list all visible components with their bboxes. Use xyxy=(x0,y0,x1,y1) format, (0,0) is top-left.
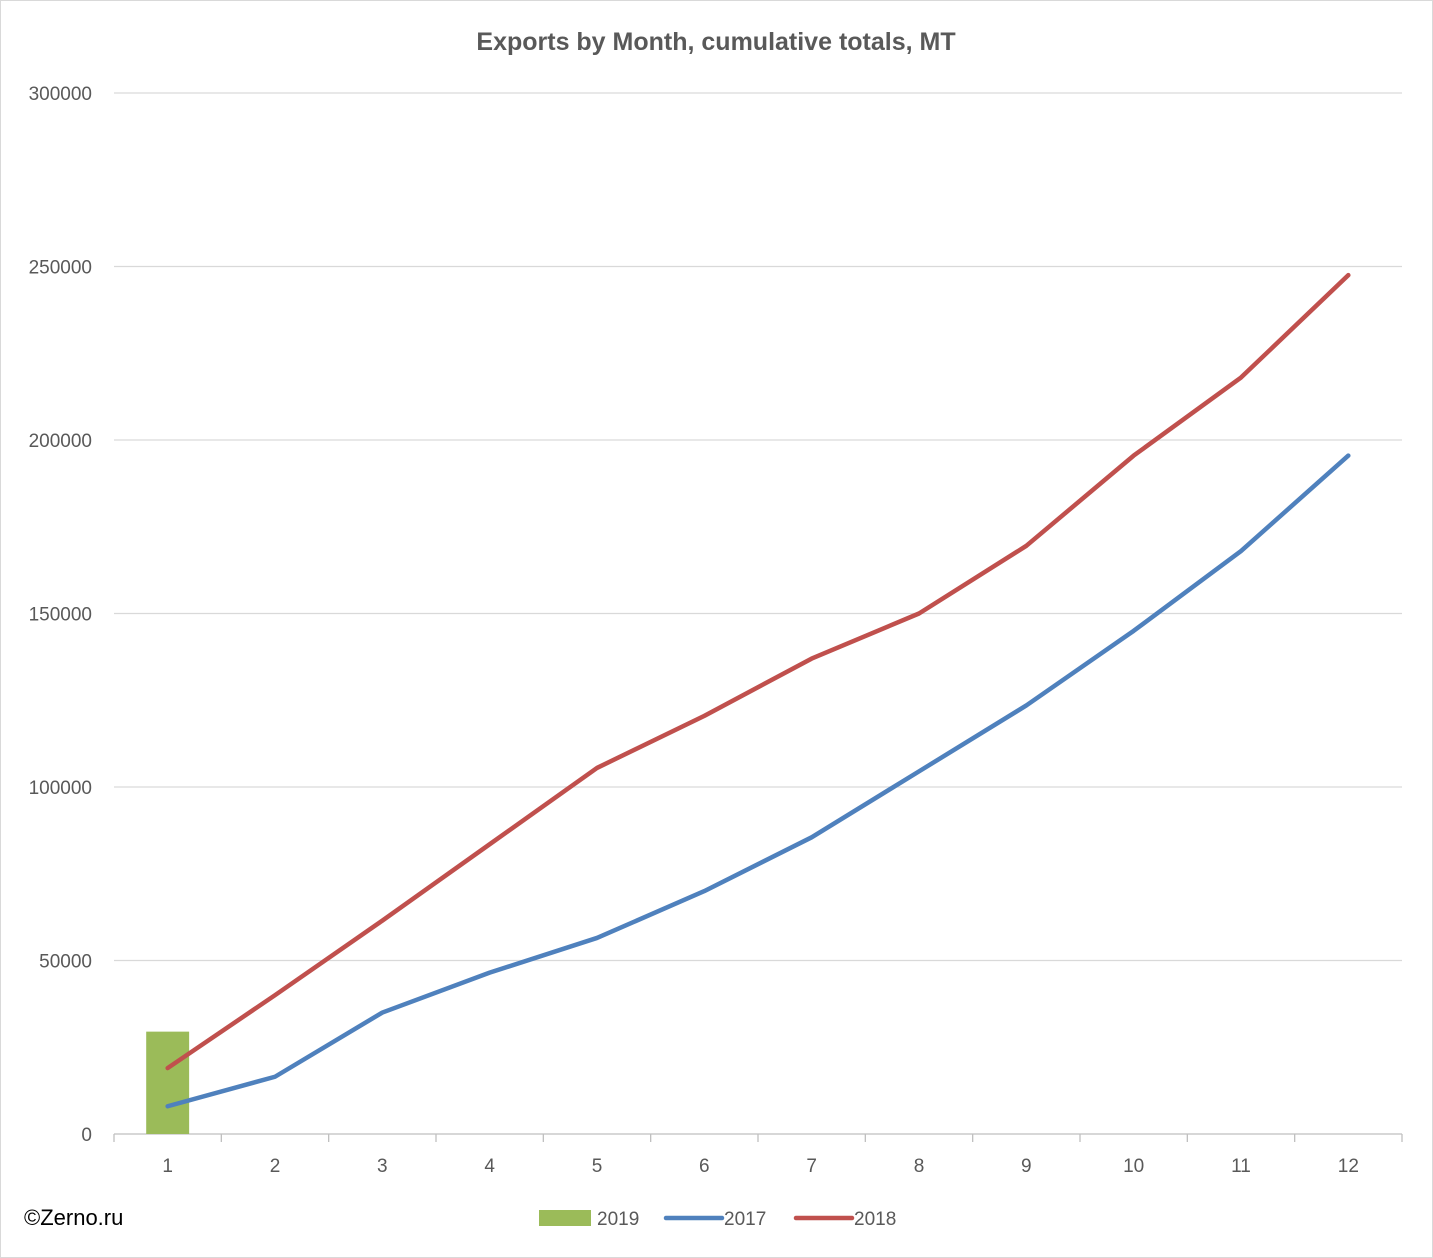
x-tick-label-9: 9 xyxy=(1021,1156,1032,1177)
gridlines xyxy=(113,92,1403,1142)
y-tick-label-300000: 300000 xyxy=(29,84,92,105)
copyright-text: ©Zerno.ru xyxy=(24,1205,124,1230)
legend-label-2018: 2018 xyxy=(854,1209,896,1230)
x-tick-label-12: 12 xyxy=(1338,1156,1359,1177)
y-axis-labels: 0 50000 100000 150000 200000 250000 300000 xyxy=(29,84,92,1146)
x-tick-label-8: 8 xyxy=(914,1156,925,1177)
legend-label-2017: 2017 xyxy=(724,1209,766,1230)
bar-2019-1 xyxy=(146,1031,190,1134)
x-tick-label-5: 5 xyxy=(592,1156,603,1177)
x-tick-label-3: 3 xyxy=(377,1156,388,1177)
x-tick-label-4: 4 xyxy=(484,1156,495,1177)
y-tick-label-150000: 150000 xyxy=(29,605,92,626)
chart-title: Exports by Month, cumulative totals, MT xyxy=(476,28,955,56)
y-tick-label-0: 0 xyxy=(81,1125,92,1146)
line-series xyxy=(165,272,1351,1109)
y-tick-label-250000: 250000 xyxy=(29,258,92,279)
line-2018 xyxy=(165,272,1351,1071)
x-tick-label-7: 7 xyxy=(806,1156,817,1177)
x-tick-label-10: 10 xyxy=(1123,1156,1144,1177)
legend-label-2019: 2019 xyxy=(597,1209,639,1230)
x-tick-label-2: 2 xyxy=(270,1156,281,1177)
line-2017 xyxy=(165,453,1351,1109)
y-tick-label-50000: 50000 xyxy=(39,952,92,973)
x-axis-labels: 1 2 3 4 5 6 7 8 9 10 11 12 xyxy=(162,1156,1359,1177)
legend: 2019 2017 2018 xyxy=(539,1209,896,1230)
x-tick-label-11: 11 xyxy=(1231,1156,1251,1177)
y-tick-label-200000: 200000 xyxy=(29,431,92,452)
bar-series xyxy=(146,1031,190,1134)
y-tick-label-100000: 100000 xyxy=(29,778,92,799)
x-tick-label-6: 6 xyxy=(699,1156,710,1177)
legend-swatch-2019 xyxy=(539,1210,591,1226)
x-tick-label-1: 1 xyxy=(162,1156,173,1177)
